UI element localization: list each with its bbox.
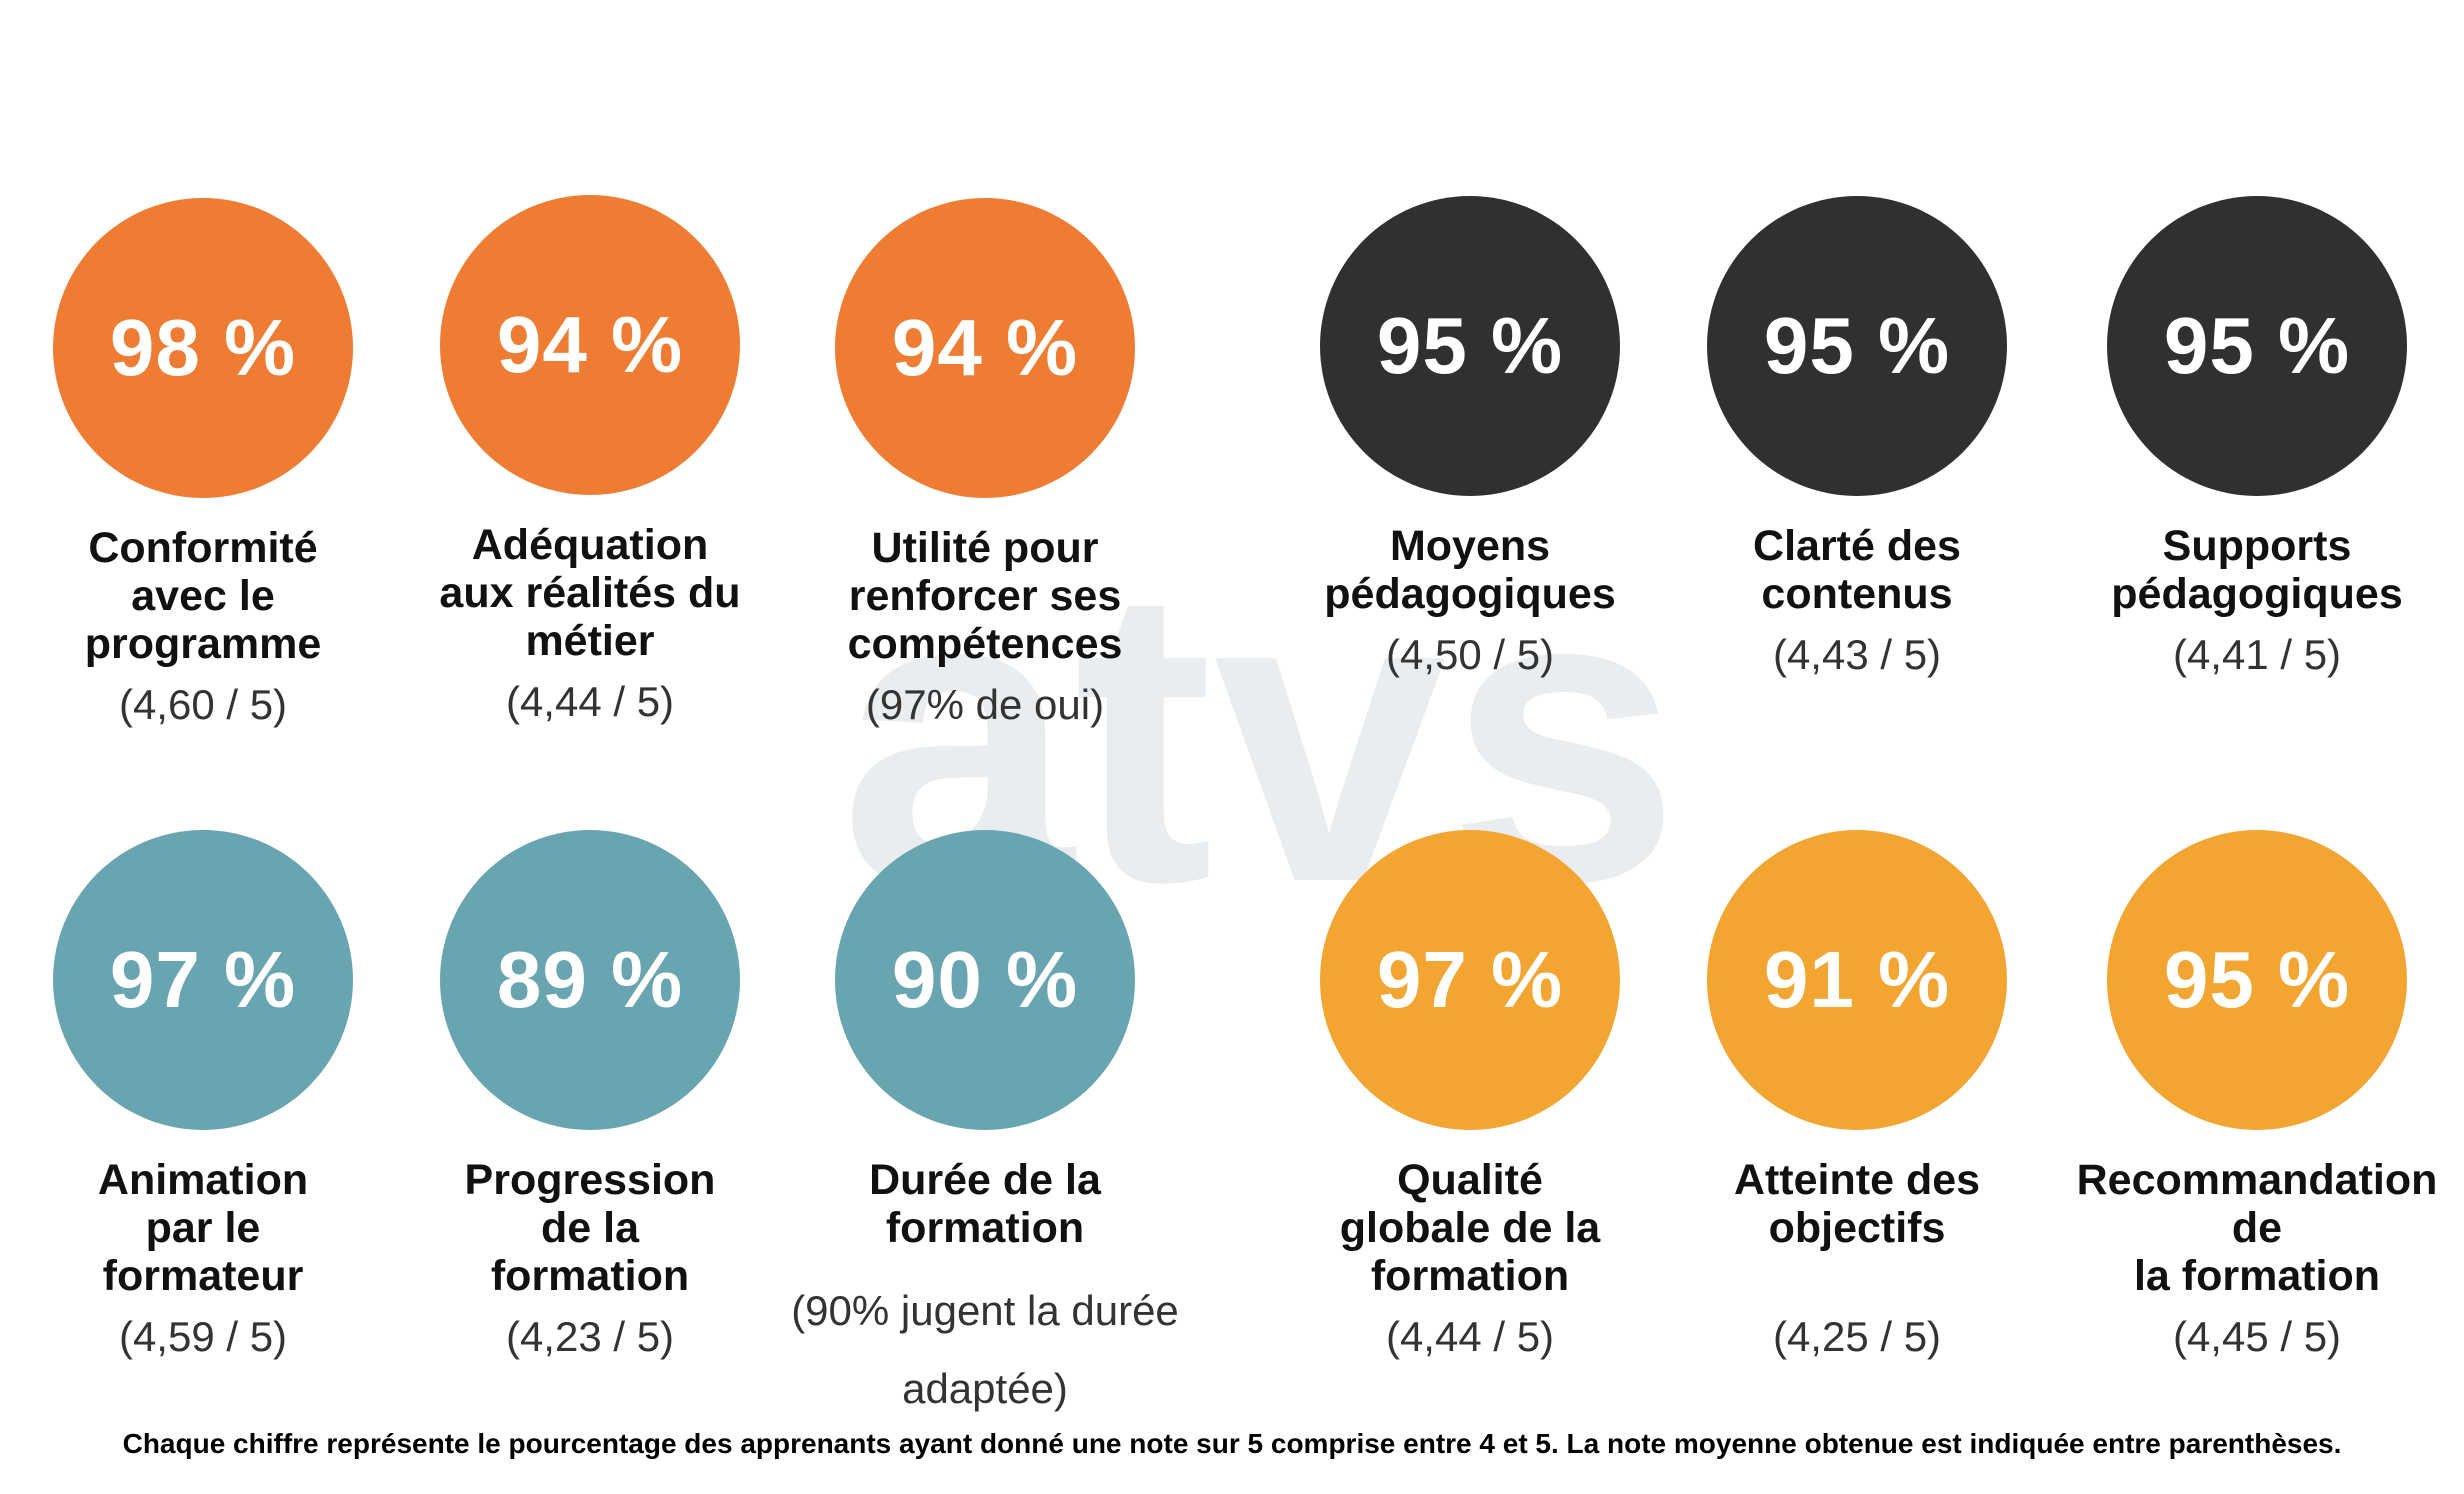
stat-label: Durée de la formation: [785, 1156, 1185, 1252]
stat-item: 95 % Recommandation de la formation (4,45 / …: [2057, 830, 2457, 1362]
stat-label-line: Qualité: [1397, 1156, 1543, 1204]
percentage-circle: 89 %: [440, 830, 740, 1130]
stat-label: Atteinte des objectifs: [1657, 1156, 2057, 1252]
stat-score: (97% de oui): [865, 681, 1105, 728]
stat-score: (4,45 / 5): [2172, 1313, 2342, 1360]
stat-label-line: Utilité pour: [871, 524, 1099, 572]
stat-label-line: pédagogiques: [2111, 570, 2403, 618]
stat-score: (4,50 / 5): [1385, 631, 1555, 678]
stat-label-line: compétences: [847, 620, 1123, 668]
stat-label-line: formation: [490, 1252, 690, 1300]
stat-item: 89 % Progression de la formation (4,23 / 5): [390, 830, 790, 1362]
percentage-circle: 91 %: [1707, 830, 2007, 1130]
stat-label-line: Supports: [2162, 522, 2352, 570]
stat-score: (90% jugent la durée adaptée): [791, 1287, 1179, 1412]
stat-item: 91 % Atteinte des objectifs (4,25 / 5): [1657, 830, 2057, 1362]
stat-score: (4,59 / 5): [118, 1313, 288, 1360]
stat-label-line: Animation: [97, 1156, 309, 1204]
stat-label: Conformité avec le programme: [3, 524, 403, 668]
stat-label: Progression de la formation: [390, 1156, 790, 1300]
stat-label-line: la formation: [2133, 1252, 2381, 1300]
stat-label-line: contenus: [1761, 570, 1953, 618]
percentage-circle: 90 %: [835, 830, 1135, 1130]
stat-score: (4,43 / 5): [1772, 631, 1942, 678]
stat-label: Recommandation de la formation: [2057, 1156, 2457, 1300]
stat-score: (4,60 / 5): [118, 681, 288, 728]
percentage-circle: 95 %: [2107, 196, 2407, 496]
stat-label-line: Moyens: [1389, 522, 1551, 570]
stat-label-line: métier: [525, 617, 655, 665]
stat-label-line: Recommandation: [2076, 1156, 2438, 1204]
footnote: Chaque chiffre représente le pourcentage…: [122, 1428, 2342, 1459]
stat-label-line: par le: [145, 1204, 261, 1252]
percentage-circle: 97 %: [1320, 830, 1620, 1130]
stat-label: Animation par le formateur: [3, 1156, 403, 1300]
percentage-circle: 94 %: [440, 195, 740, 495]
stat-label-line: aux réalités du: [439, 569, 741, 617]
stat-label-line: formation: [1370, 1252, 1570, 1300]
stat-score: (4,44 / 5): [1385, 1313, 1555, 1360]
stat-label-line: renforcer ses: [848, 572, 1122, 620]
percentage-circle: 95 %: [1707, 196, 2007, 496]
stat-score: (4,44 / 5): [505, 678, 675, 725]
stat-item: 95 % Moyens pédagogiques (4,50 / 5): [1270, 196, 1670, 680]
stat-item: 98 % Conformité avec le programme (4,60 / 5): [3, 198, 403, 730]
stat-item: 97 % Animation par le formateur (4,59 / 5): [3, 830, 403, 1362]
stat-label-line: programme: [84, 620, 322, 668]
percentage-circle: 95 %: [1320, 196, 1620, 496]
stat-label-line: Atteinte des: [1733, 1156, 1981, 1204]
percentage-circle: 95 %: [2107, 830, 2407, 1130]
stat-item: 95 % Supports pédagogiques (4,41 / 5): [2057, 196, 2457, 680]
stat-label-line: Progression: [464, 1156, 716, 1204]
stat-label-line: objectifs: [1768, 1204, 1946, 1252]
stat-label-line: Adéquation: [471, 521, 709, 569]
percentage-circle: 98 %: [53, 198, 353, 498]
stat-label-line: Durée de la: [869, 1156, 1101, 1204]
stat-label-line: formateur: [102, 1252, 304, 1300]
stat-label-line: Clarté des: [1753, 522, 1961, 570]
stat-label: Utilité pour renforcer ses compétences: [785, 524, 1185, 668]
stat-label-line: globale de la: [1339, 1204, 1601, 1252]
stat-label-line: pédagogiques: [1324, 570, 1616, 618]
percentage-circle: 94 %: [835, 198, 1135, 498]
stat-label: Supports pédagogiques: [2057, 522, 2457, 618]
stat-label: Clarté des contenus: [1657, 522, 2057, 618]
stat-item: 90 % Durée de la formation (90% jugent la d…: [785, 830, 1185, 1428]
percentage-circle: 97 %: [53, 830, 353, 1130]
stat-label-line: avec le: [131, 572, 275, 620]
stat-score: (4,25 / 5): [1772, 1313, 1942, 1360]
stat-item: 94 % Adéquation aux réalités du métier (4,44…: [390, 195, 790, 727]
stat-label: Adéquation aux réalités du métier: [390, 521, 790, 665]
stat-label-line: formation: [885, 1204, 1085, 1252]
stat-score: (4,23 / 5): [505, 1313, 675, 1360]
stat-label-line: de la: [541, 1204, 639, 1252]
stat-label: Moyens pédagogiques: [1270, 522, 1670, 618]
stat-label: Qualité globale de la formation: [1270, 1156, 1670, 1300]
stat-item: 95 % Clarté des contenus (4,43 / 5): [1657, 196, 2057, 680]
stat-label-line: Conformité: [88, 524, 318, 572]
stat-item: 97 % Qualité globale de la formation (4,44 /…: [1270, 830, 1670, 1362]
stat-label-line: de: [2231, 1204, 2283, 1252]
stat-item: 94 % Utilité pour renforcer ses compétences…: [785, 198, 1185, 730]
stat-score: (4,41 / 5): [2172, 631, 2342, 678]
